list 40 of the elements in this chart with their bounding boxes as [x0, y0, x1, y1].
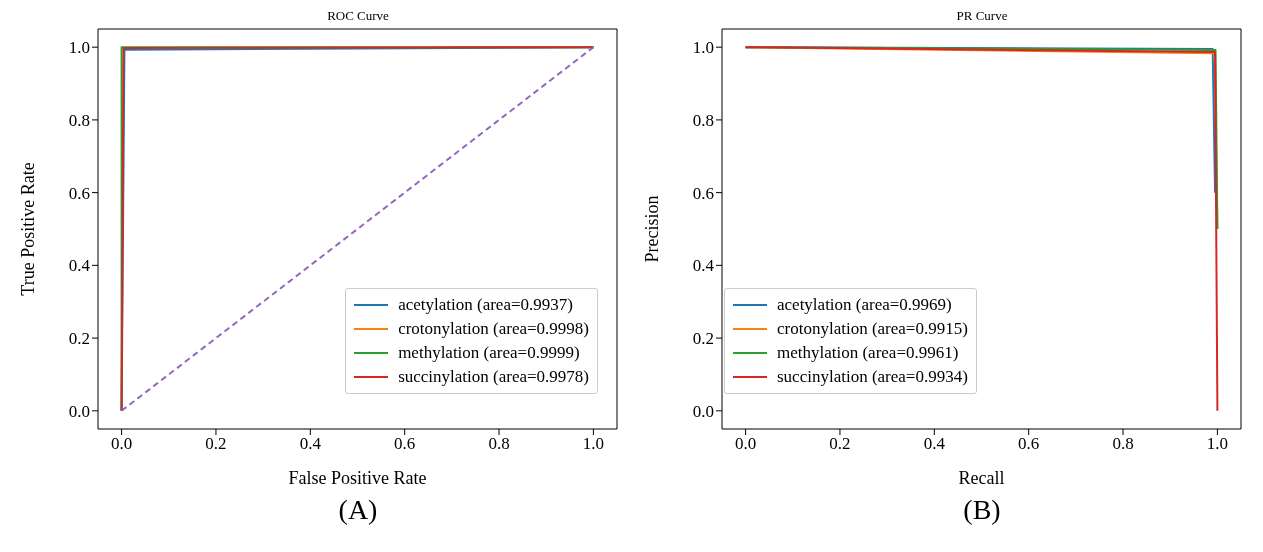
x-tick-label: 0.2 [829, 434, 851, 454]
x-tick-label: 1.0 [582, 434, 605, 454]
x-tick-label: 0.0 [734, 434, 757, 454]
y-tick-label: 0.6 [68, 183, 90, 203]
y-tick-label: 0.0 [68, 401, 90, 421]
x-tick-label: 1.0 [1206, 434, 1229, 454]
x-tick-label: 0.6 [394, 434, 416, 454]
y-tick-label: 0.8 [692, 110, 714, 130]
text: (A) [337, 494, 379, 526]
x-tick-label: 0.8 [1112, 434, 1134, 454]
y-tick-label: 1.0 [68, 38, 90, 58]
legend-label: crotonylation (area=0.9915) [777, 319, 968, 339]
y-axis-title: Precision [642, 195, 663, 263]
y-tick-label: 0.0 [692, 401, 714, 421]
legend-label: crotonylation (area=0.9998) [398, 319, 589, 339]
x-tick-label: 0.2 [205, 434, 227, 454]
y-tick-label: 0.8 [68, 110, 90, 130]
x-tick-label: 0.4 [299, 434, 322, 454]
y-tick-label: 0.2 [692, 329, 714, 349]
y-tick-label: 1.0 [692, 38, 714, 58]
x-tick-label: 0.0 [110, 434, 133, 454]
y-tick-label: 0.4 [692, 256, 715, 276]
y-tick-label: 0.6 [692, 183, 714, 203]
legend-label: acetylation (area=0.9937) [398, 295, 573, 315]
chart-title: PR Curve [955, 8, 1009, 24]
x-axis-title: Recall [958, 468, 1005, 488]
y-tick-label: 0.4 [68, 256, 91, 276]
chart-title: ROC Curve [326, 8, 390, 24]
legend-label: acetylation (area=0.9969) [777, 295, 952, 315]
x-axis-title: False Positive Rate [288, 468, 427, 488]
legend-label: succinylation (area=0.9978) [398, 367, 589, 387]
legend-label: methylation (area=0.9999) [398, 343, 580, 363]
x-tick-label: 0.4 [923, 434, 946, 454]
text: (B) [962, 494, 1002, 526]
y-tick-label: 0.2 [68, 329, 90, 349]
legend-label: methylation (area=0.9961) [777, 343, 959, 363]
legend-label: succinylation (area=0.9934) [777, 367, 968, 387]
x-tick-label: 0.8 [488, 434, 510, 454]
y-axis-title: True Positive Rate [18, 162, 39, 296]
x-tick-label: 0.6 [1018, 434, 1040, 454]
